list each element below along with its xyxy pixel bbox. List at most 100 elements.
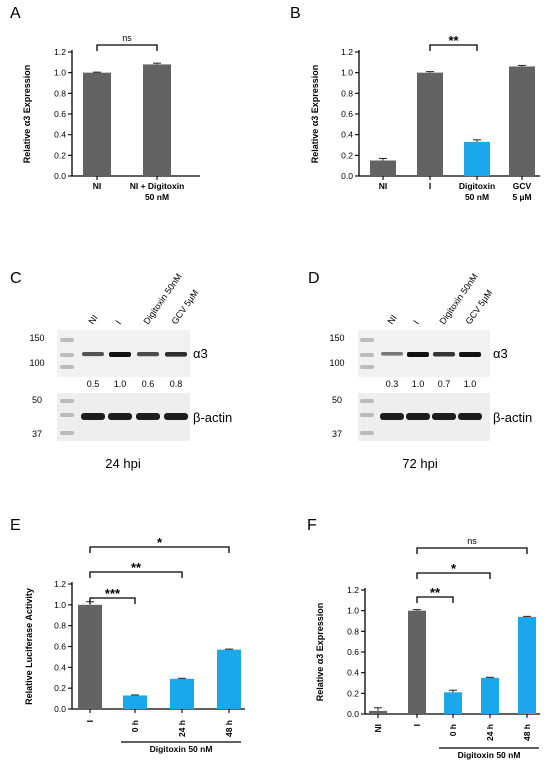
band-alpha3 xyxy=(407,352,429,357)
significance-bracket xyxy=(89,597,136,604)
y-tick-label: 1.0 xyxy=(347,606,359,616)
band-beta-actin xyxy=(108,413,132,420)
band-beta-actin xyxy=(380,413,404,420)
y-tick-label: 0.6 xyxy=(54,642,66,652)
quantification-value: 1.0 xyxy=(114,379,127,389)
ladder-band xyxy=(60,399,74,403)
ladder-band xyxy=(360,413,374,417)
y-tick-label: 0.0 xyxy=(54,704,66,714)
bar xyxy=(78,604,102,709)
y-tick-label: 1.2 xyxy=(347,585,359,595)
bar-chart-e: 0.0 0.2 0.4 0.6 0.8 1.0 1.2 Relative Luciferase… xyxy=(24,535,245,754)
band-alpha3 xyxy=(433,352,455,357)
bar xyxy=(518,616,536,714)
marker-label: 100 xyxy=(329,358,344,368)
y-tick-label: 1.0 xyxy=(54,600,66,610)
x-tick-label: 24 h xyxy=(485,724,495,741)
x-tick-label: NI + Digitoxin xyxy=(130,181,185,191)
blot-caption: 24 hpi xyxy=(105,456,141,471)
significance-label: ** xyxy=(430,585,441,600)
y-tick-label: 0.6 xyxy=(341,109,353,119)
band-beta-actin xyxy=(406,413,430,420)
y-axis-label: Relative α3 Expression xyxy=(22,65,32,164)
y-tick-label: 0.2 xyxy=(347,688,359,698)
y-tick-label: 0.4 xyxy=(54,130,66,140)
ladder-band xyxy=(360,431,374,435)
y-axis-label: Relative α3 Expression xyxy=(310,65,320,164)
quantification-value: 0.7 xyxy=(438,379,451,389)
marker-label: 50 xyxy=(332,395,342,405)
bar xyxy=(143,64,171,176)
band-alpha3 xyxy=(82,352,104,357)
marker-label: 150 xyxy=(29,333,44,343)
y-tick-label: 0.0 xyxy=(347,709,359,719)
band-alpha3 xyxy=(137,352,159,357)
quantification-value: 0.5 xyxy=(87,379,100,389)
y-tick-label: 0.8 xyxy=(54,621,66,631)
marker-label: 37 xyxy=(332,429,342,439)
significance-label: ns xyxy=(467,536,477,546)
lane-label: I xyxy=(411,318,421,326)
significance-bracket xyxy=(416,547,528,554)
x-tick-label: NI xyxy=(379,181,388,191)
bar xyxy=(481,677,499,714)
protein-label-beta-actin: β-actin xyxy=(193,410,232,425)
significance-label: * xyxy=(157,535,163,550)
y-tick-label: 0.6 xyxy=(54,109,66,119)
bar xyxy=(464,141,490,176)
significance-bracket xyxy=(416,572,491,579)
bar-chart-b: 0.0 0.2 0.4 0.6 0.8 1.0 1.2 Relative α3 Express… xyxy=(310,33,540,202)
ladder-band xyxy=(60,413,74,417)
panel-label-c: C xyxy=(10,270,22,287)
protein-label-alpha3: α3 xyxy=(193,346,208,361)
x-tick-label: 50 nM xyxy=(145,192,169,202)
ladder-band xyxy=(60,353,74,357)
ladder-band xyxy=(360,365,374,369)
band-beta-actin xyxy=(81,413,105,420)
band-beta-actin xyxy=(136,413,160,420)
y-tick-label: 0.4 xyxy=(54,662,66,672)
lane-label: I xyxy=(113,318,123,326)
y-tick-label: 0.0 xyxy=(54,171,66,181)
ladder-band xyxy=(360,399,374,403)
quantification-value: 1.0 xyxy=(464,379,477,389)
band-alpha3 xyxy=(165,352,187,357)
x-tick-label: Digitoxin xyxy=(459,181,495,191)
y-tick-label: 1.2 xyxy=(54,47,66,57)
significance-bracket xyxy=(429,44,478,51)
x-tick-label: 48 h xyxy=(224,720,234,737)
band-alpha3 xyxy=(109,352,131,357)
x-tick-label: 5 µM xyxy=(512,192,531,202)
panel-label-e: E xyxy=(10,517,21,534)
significance-label: ** xyxy=(131,560,142,575)
marker-label: 150 xyxy=(329,333,344,343)
marker-label: 100 xyxy=(29,358,44,368)
bar xyxy=(370,160,396,176)
bar-chart-a: 0.0 0.2 0.4 0.6 0.8 1.0 1.2 Relative α3 Express… xyxy=(22,33,200,202)
lane-label: NI xyxy=(385,313,398,326)
significance-bracket xyxy=(416,596,454,603)
significance-label: ** xyxy=(448,33,459,48)
x-tick-label: I xyxy=(429,181,431,191)
x-tick-label: I xyxy=(85,720,95,722)
ladder-band xyxy=(60,365,74,369)
significance-bracket xyxy=(89,571,183,578)
band-beta-actin xyxy=(432,413,456,420)
x-tick-label: NI xyxy=(93,181,102,191)
x-tick-label: 48 h xyxy=(522,724,532,741)
y-tick-label: 1.2 xyxy=(54,579,66,589)
significance-bracket xyxy=(96,44,158,51)
y-tick-label: 1.2 xyxy=(341,47,353,57)
quantification-value: 0.6 xyxy=(142,379,155,389)
x-tick-label: 50 nM xyxy=(465,192,489,202)
ladder-band xyxy=(360,353,374,357)
x-tick-label: 0 h xyxy=(448,724,458,736)
ladder-band xyxy=(360,338,374,342)
bar xyxy=(417,72,443,176)
bar xyxy=(217,649,241,709)
significance-label: * xyxy=(451,561,457,576)
y-tick-label: 0.8 xyxy=(54,88,66,98)
